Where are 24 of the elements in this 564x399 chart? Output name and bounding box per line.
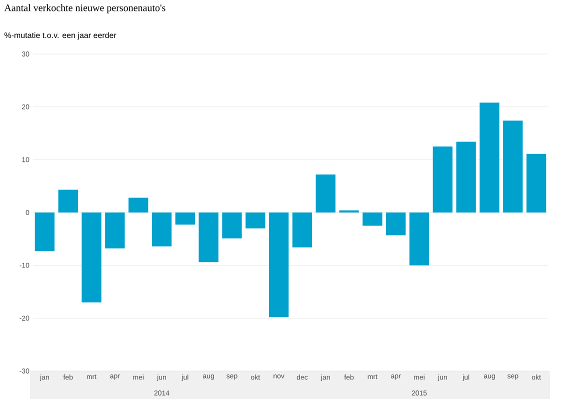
chart-title: Aantal verkochte nieuwe personenauto's — [4, 4, 166, 14]
bar — [503, 120, 523, 213]
bar — [82, 212, 102, 302]
bar — [316, 174, 336, 213]
bar — [105, 212, 125, 248]
bar — [480, 102, 500, 213]
bar — [292, 212, 312, 248]
bar — [526, 154, 546, 213]
bar — [128, 198, 148, 213]
bar — [246, 212, 266, 228]
bar — [34, 212, 55, 252]
bar — [175, 212, 195, 225]
bar — [268, 212, 289, 318]
bar — [339, 210, 359, 213]
bar — [152, 212, 172, 246]
bar — [222, 212, 242, 238]
bar — [362, 212, 382, 226]
bar — [198, 212, 218, 262]
bar — [409, 212, 430, 266]
bar — [58, 190, 78, 213]
bar — [456, 142, 476, 213]
bar — [386, 212, 406, 236]
chart-subtitle: %-mutatie t.o.v. een jaar eerder — [4, 32, 116, 40]
bar — [432, 146, 452, 213]
